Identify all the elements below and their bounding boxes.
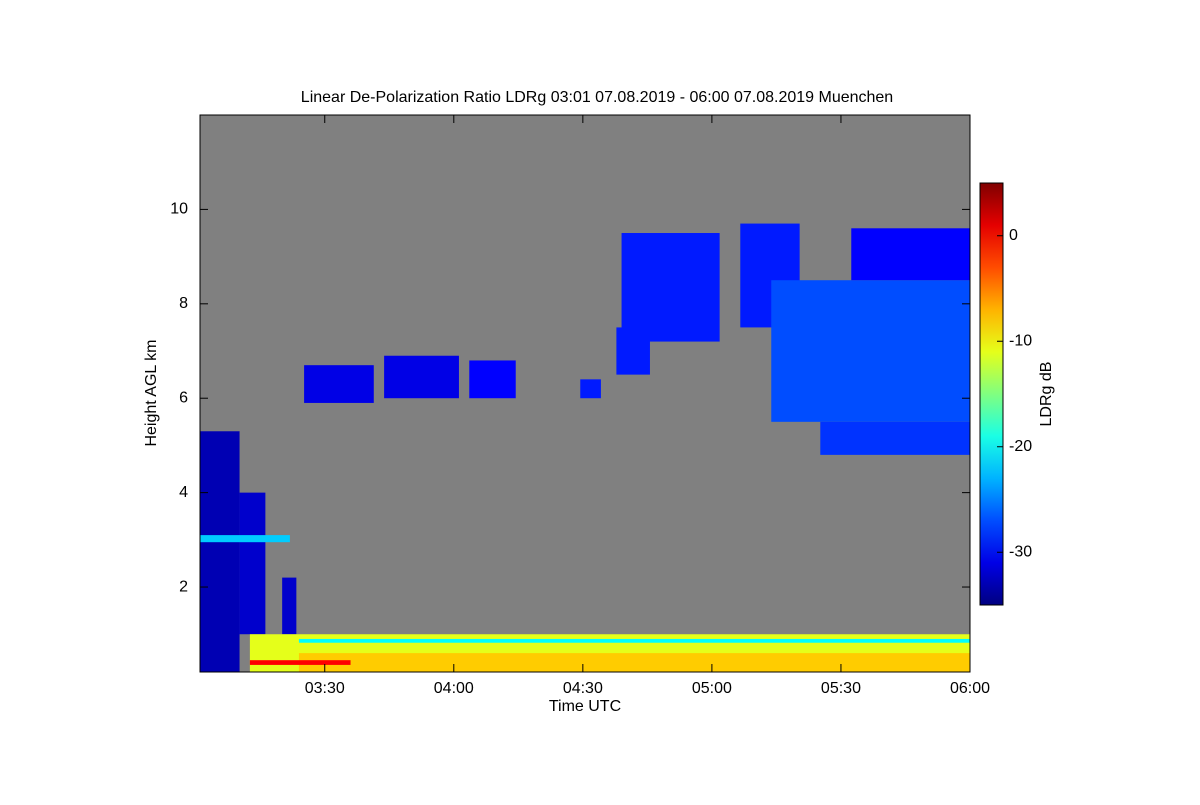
heatmap-cell — [820, 421, 970, 455]
colorbar-tick-label: -30 — [1009, 543, 1032, 560]
x-tick-label: 03:30 — [305, 680, 345, 697]
colorbar-tick-label: -10 — [1009, 332, 1032, 349]
y-axis-label: Height AGL km — [143, 339, 160, 446]
chart-title: Linear De-Polarization Ratio LDRg 03:01 … — [301, 89, 893, 106]
heatmap-cell — [239, 492, 266, 635]
heatmap-cell — [200, 535, 290, 543]
y-tick-label: 10 — [170, 201, 188, 218]
heatmap-cell — [384, 355, 459, 399]
x-tick-label: 04:30 — [563, 680, 603, 697]
heatmap-cell — [580, 379, 601, 399]
colorbar — [979, 182, 1004, 606]
colorbar-label: LDRg dB — [1038, 362, 1055, 427]
plot-frame — [199, 114, 971, 673]
y-tick-label: 4 — [179, 484, 188, 501]
colorbar-tick-label: 0 — [1009, 227, 1018, 244]
heatmap-cell — [304, 365, 374, 403]
x-tick-label: 04:00 — [434, 680, 474, 697]
y-tick-label: 8 — [179, 295, 188, 312]
colorbar-tick-label: -20 — [1009, 438, 1032, 455]
heatmap-cell — [469, 360, 516, 399]
heatmap-cell — [851, 228, 970, 281]
heatmap-cell — [282, 577, 297, 635]
heatmap-cell — [621, 233, 720, 342]
x-tick-label: 05:00 — [692, 680, 732, 697]
y-tick-label: 2 — [179, 578, 188, 595]
heatmap-cell — [200, 431, 240, 672]
heatmap-cell — [249, 660, 351, 665]
heatmap-cell — [771, 280, 970, 422]
heatmap-cell — [298, 638, 971, 643]
x-tick-label: 06:00 — [950, 680, 990, 697]
x-tick-label: 05:30 — [821, 680, 861, 697]
x-axis-label: Time UTC — [549, 698, 621, 715]
heatmap-cell — [298, 653, 971, 672]
y-tick-label: 6 — [179, 389, 188, 406]
